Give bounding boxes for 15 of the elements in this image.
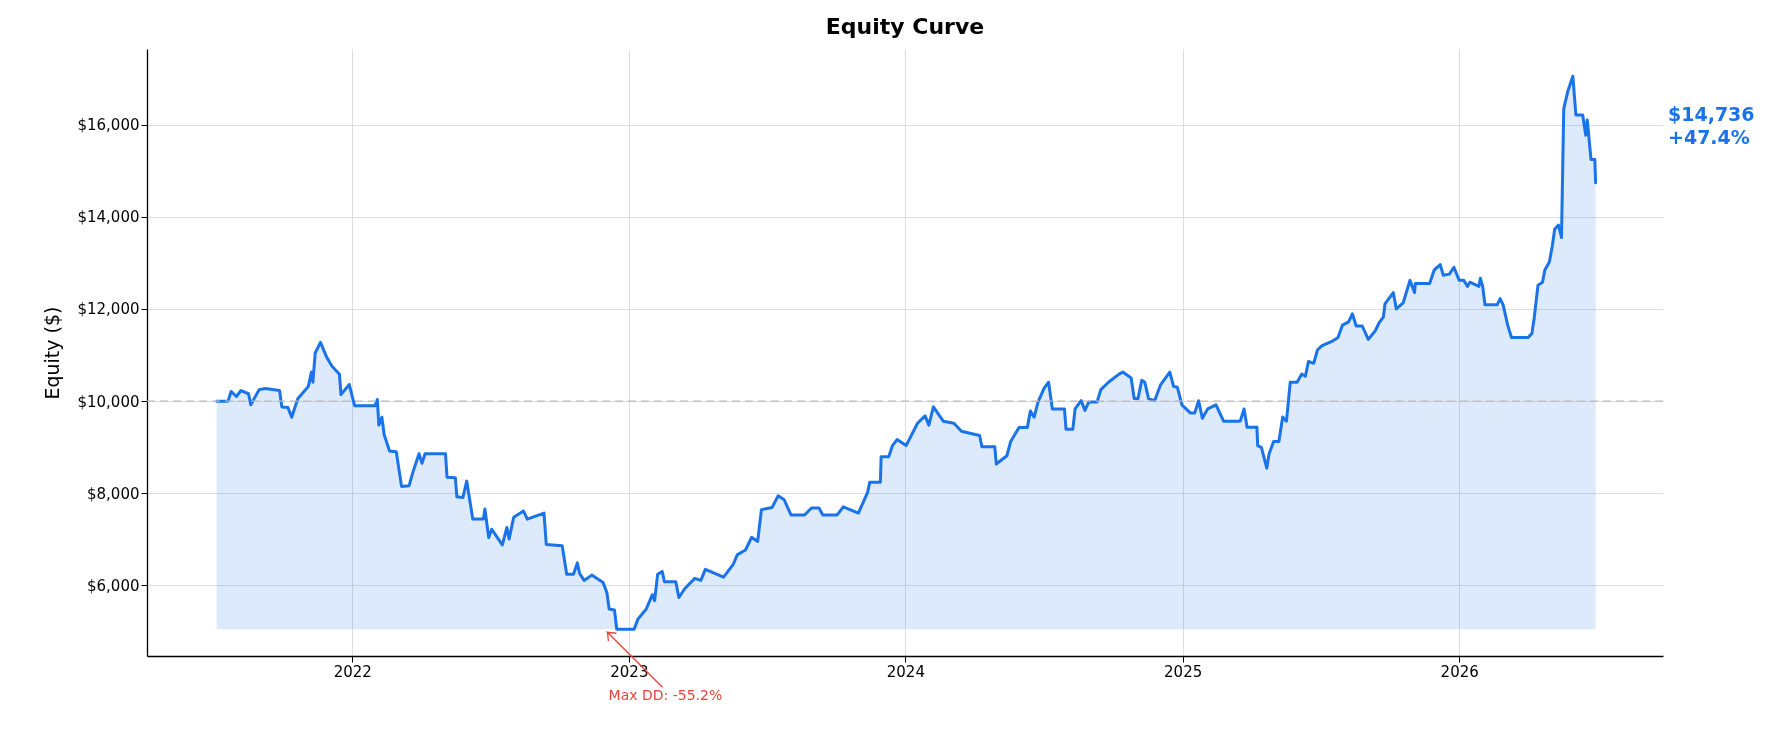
y-tick-label: $14,000 (77, 208, 140, 227)
y-tick-label: $12,000 (77, 300, 140, 319)
chart-title: Equity Curve (825, 14, 985, 39)
y-tick-label: $16,000 (77, 116, 140, 135)
text: $14,736 +47.4% (1668, 103, 1755, 148)
y-tick-label: $8,000 (87, 484, 140, 503)
y-axis-title: Equity ($) (41, 306, 64, 400)
x-tick-label: 2023 (610, 662, 649, 681)
x-tick-label: 2022 (333, 662, 372, 681)
x-tick-label: 2024 (886, 662, 925, 681)
x-tick-label: 2025 (1164, 662, 1203, 681)
y-tick-label: $6,000 (87, 576, 140, 595)
x-tick-label: 2026 (1440, 662, 1479, 681)
y-tick-label: $10,000 (77, 392, 140, 411)
text: Max DD: -55.2% (608, 687, 723, 704)
